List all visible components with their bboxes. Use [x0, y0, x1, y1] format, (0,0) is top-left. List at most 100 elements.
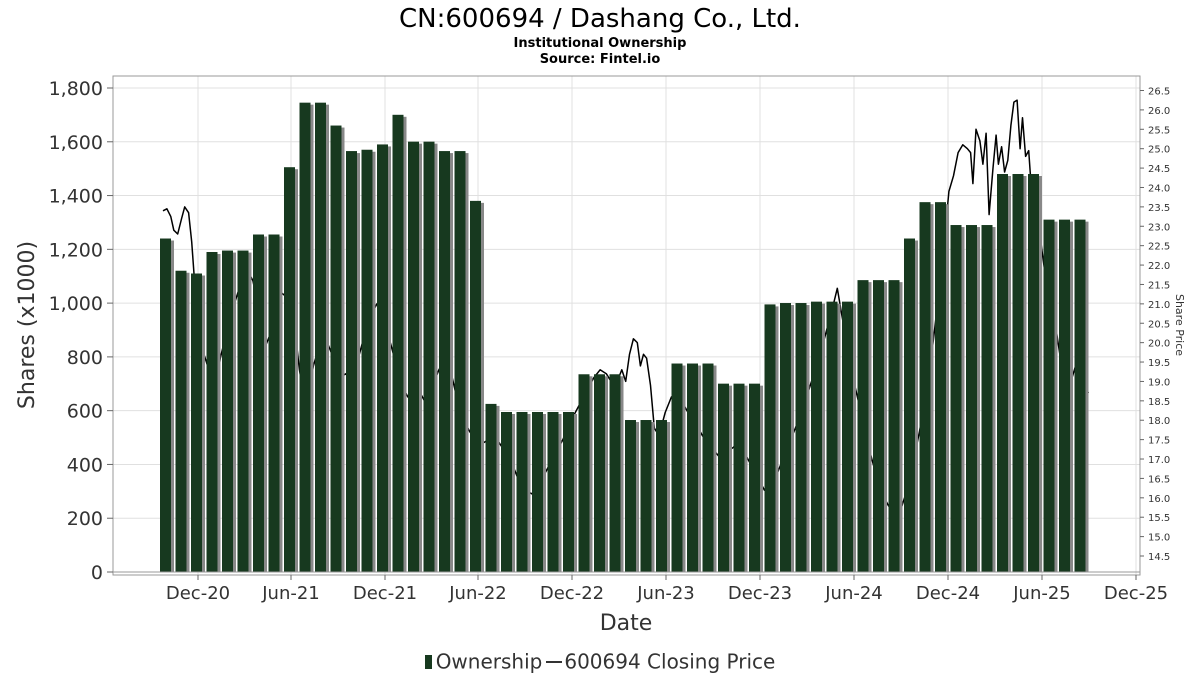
ownership-bar-front	[578, 374, 590, 572]
y-tick-label: 200	[67, 508, 103, 530]
ownership-bar-front	[656, 420, 667, 572]
y-tick-label: 400	[67, 454, 103, 476]
ownership-bar-front	[857, 280, 869, 572]
ownership-bar-front	[671, 363, 683, 572]
ownership-bar-front	[470, 200, 481, 572]
y2-tick-label: 14.5	[1148, 552, 1170, 563]
ownership-legend-swatch	[424, 654, 432, 669]
y2-tick-label: 17.5	[1148, 436, 1170, 447]
ownership-bar-front	[547, 412, 559, 572]
ownership-bar-front	[485, 403, 497, 572]
ownership-bar-front	[1043, 219, 1055, 572]
ownership-bars	[160, 102, 1089, 573]
x-tick-label: Jun-24	[824, 583, 883, 604]
y2-tick-label: 18.5	[1148, 397, 1170, 408]
plot-area-border	[112, 75, 1141, 576]
ownership-bar-front	[439, 151, 450, 572]
ownership-bar-front	[780, 303, 791, 572]
ownership-bar-front	[997, 174, 1008, 573]
x-tick-label: Dec-22	[540, 583, 604, 604]
x-tick-label: Jun-23	[636, 583, 695, 604]
legend-ownership-label: Ownership	[435, 649, 543, 674]
ownership-bar-front	[532, 412, 543, 572]
ownership-bar-front	[253, 234, 264, 573]
y-tick-label: 1,600	[49, 132, 103, 154]
x-tick-label: Jun-25	[1012, 583, 1071, 604]
ownership-bar-front	[1012, 174, 1024, 573]
ownership-bar-front	[811, 301, 822, 572]
ownership-bar-front	[640, 420, 652, 572]
ownership-bar-front	[1074, 219, 1086, 572]
y2-tick-label: 19.0	[1148, 377, 1170, 388]
y2-tick-label: 15.0	[1148, 533, 1170, 544]
y2-tick-label: 23.5	[1148, 203, 1170, 214]
ownership-bar-front	[454, 151, 466, 572]
y2-tick-label: 15.5	[1148, 513, 1170, 524]
ownership-bar-front	[733, 383, 745, 572]
ownership-bar-front	[826, 301, 838, 572]
ownership-bar-front	[284, 167, 295, 573]
y2-tick-label: 19.5	[1148, 358, 1170, 369]
ownership-bar-front	[160, 238, 171, 573]
ownership-bar-front	[795, 303, 807, 572]
y2-tick-label: 25.5	[1148, 125, 1170, 136]
x-tick-label: Jun-21	[261, 583, 320, 604]
ownership-bar-front	[718, 383, 729, 572]
x-tick-label: Dec-23	[728, 583, 792, 604]
y2-tick-label: 24.5	[1148, 164, 1170, 175]
ownership-bar-front	[237, 250, 249, 572]
x-axis-title: Date	[600, 611, 653, 636]
y2-tick-label: 22.5	[1148, 242, 1170, 253]
y2-tick-label: 16.0	[1148, 494, 1170, 505]
ownership-bar-front	[609, 374, 621, 572]
ownership-bar-front	[377, 144, 388, 572]
ownership-bar-front	[1028, 174, 1039, 573]
y2-tick-label: 26.5	[1148, 87, 1170, 98]
ownership-bar-front	[935, 202, 946, 572]
ownership-bar-front	[392, 114, 404, 572]
y-tick-label: 0	[91, 562, 103, 584]
ownership-bar-front	[315, 102, 326, 573]
y2-tick-label: 20.0	[1148, 339, 1170, 350]
ownership-bar-front	[966, 225, 977, 572]
ownership-chart: 0 200 400 600 800 1,000 1,200 1,400 1,600 1,800 De…	[15, 75, 1186, 636]
ownership-bar-front	[594, 374, 605, 572]
y2-tick-label: 22.0	[1148, 261, 1170, 272]
x-tick-label: Dec-25	[1104, 583, 1168, 604]
x-tick-label: Jun-22	[448, 583, 507, 604]
y-tick-label: 600	[67, 401, 103, 423]
y2-tick-label: 17.0	[1148, 455, 1170, 466]
ownership-bar-front	[749, 383, 760, 572]
y2-tick-label: 16.5	[1148, 474, 1170, 485]
ownership-bar-front	[268, 234, 280, 573]
y-axis-title: Shares (x1000)	[15, 241, 40, 409]
ownership-bar-front	[981, 225, 993, 572]
ownership-bar-front	[222, 250, 233, 572]
y-tick-label: 800	[67, 347, 103, 369]
ownership-bar-front	[501, 412, 512, 572]
x-tick-label: Dec-24	[916, 583, 980, 604]
y2-tick-label: 26.0	[1148, 106, 1170, 117]
ownership-bar-front	[516, 412, 528, 572]
chart-source: Source: Fintel.io	[539, 52, 661, 67]
y2-tick-label: 25.0	[1148, 145, 1170, 156]
y2-tick-label: 20.5	[1148, 319, 1170, 330]
ownership-bar-front	[687, 363, 698, 572]
y2-axis-title: Share Price	[1173, 294, 1186, 356]
ownership-bar-front	[175, 270, 187, 572]
price-legend-line	[546, 660, 563, 663]
y2-tick-label: 18.0	[1148, 416, 1170, 427]
ownership-bar-front	[625, 420, 636, 572]
ownership-bar-front	[563, 412, 574, 572]
ownership-bar-front	[950, 225, 962, 572]
ownership-bar-front	[904, 238, 915, 573]
ownership-bar-front	[330, 125, 342, 573]
ownership-bar-front	[423, 141, 435, 572]
ownership-bar-front	[191, 273, 202, 572]
chart-legend: Ownership 600694 Closing Price	[0, 648, 1200, 674]
y-tick-label: 1,000	[49, 293, 103, 315]
axes: 0 200 400 600 800 1,000 1,200 1,400 1,600 1,800 De…	[49, 78, 1171, 604]
x-tick-label: Dec-21	[353, 583, 417, 604]
y2-tick-label: 24.0	[1148, 183, 1170, 194]
ownership-bar-front	[1059, 219, 1070, 572]
